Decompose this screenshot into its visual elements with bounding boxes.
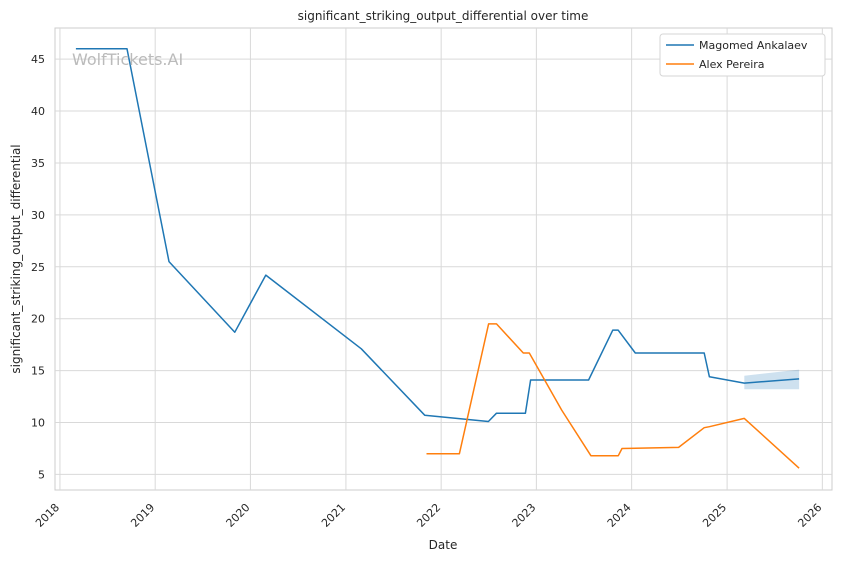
x-tick-label: 2019 xyxy=(128,501,157,530)
legend-label-alex: Alex Pereira xyxy=(699,58,765,71)
series-lines xyxy=(75,48,800,469)
y-tick-label: 10 xyxy=(31,417,45,430)
y-tick-label: 15 xyxy=(31,365,45,378)
y-tick-label: 5 xyxy=(38,468,45,481)
x-tick-label: 2022 xyxy=(414,501,443,530)
x-tick-label: 2023 xyxy=(510,501,539,530)
series-line-magomed xyxy=(75,48,800,423)
y-tick-label: 40 xyxy=(31,105,45,118)
x-tick-label: 2018 xyxy=(33,501,62,530)
legend: Magomed Ankalaev Alex Pereira xyxy=(659,33,826,77)
plot-area xyxy=(54,27,833,491)
watermark: WolfTickets.AI xyxy=(72,50,183,69)
chart-title: significant_striking_output_differential… xyxy=(298,9,589,23)
x-tick-label: 2020 xyxy=(224,501,253,530)
x-axis-label: Date xyxy=(429,538,458,552)
y-tick-labels: 5 10 15 20 25 30 35 40 45 xyxy=(31,53,45,481)
y-tick-label: 30 xyxy=(31,209,45,222)
y-axis-label: significant_striking_output_differential xyxy=(9,144,23,373)
grid xyxy=(55,28,832,490)
x-tick-label: 2021 xyxy=(319,501,348,530)
y-tick-label: 35 xyxy=(31,157,45,170)
x-tick-label: 2024 xyxy=(605,501,634,530)
confidence-band xyxy=(744,369,800,390)
series-line-alex xyxy=(426,323,800,469)
confidence-bands xyxy=(744,369,800,390)
y-tick-label: 45 xyxy=(31,53,45,66)
y-tick-label: 20 xyxy=(31,313,45,326)
y-tick-label: 25 xyxy=(31,261,45,274)
legend-label-magomed: Magomed Ankalaev xyxy=(699,39,808,52)
x-tick-label: 2025 xyxy=(700,501,729,530)
x-tick-label: 2026 xyxy=(795,501,824,530)
legend-box xyxy=(659,33,826,77)
x-tick-labels: 2018 2019 2020 2021 2022 2023 2024 2025 2026 xyxy=(33,501,824,530)
